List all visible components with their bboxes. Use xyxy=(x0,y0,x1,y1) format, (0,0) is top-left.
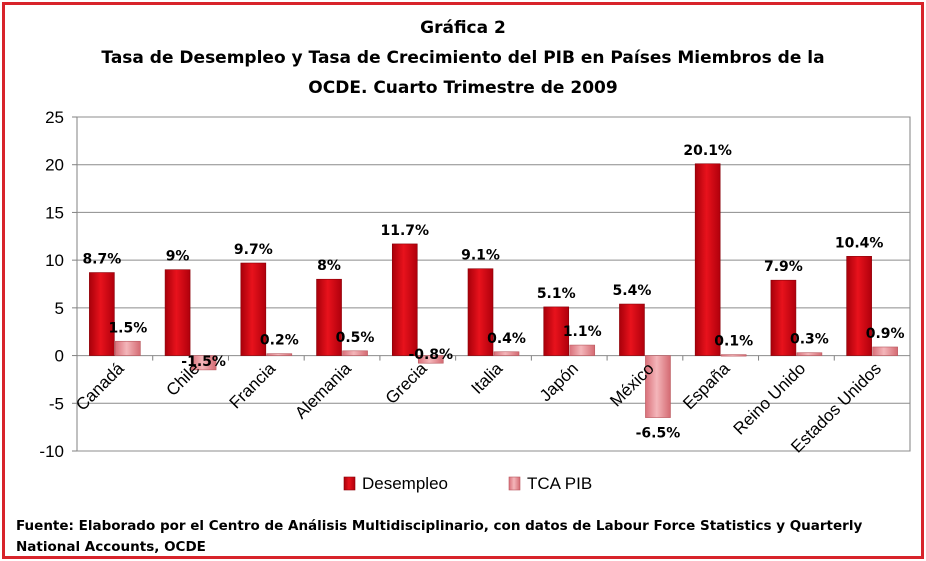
data-label-desempleo: 20.1% xyxy=(683,143,732,159)
y-tick-label: 20 xyxy=(45,156,64,175)
y-tick-label: 10 xyxy=(45,251,64,270)
bar-tca-pib xyxy=(190,355,217,371)
data-label-desempleo: 9% xyxy=(166,249,190,265)
source-note: Fuente: Elaborado por el Centro de Análi… xyxy=(16,518,863,555)
data-label-tca-pib: 0.4% xyxy=(487,331,526,347)
y-tick-label: -10 xyxy=(39,442,64,461)
legend-desempleo-swatch xyxy=(343,476,356,491)
chart-title-line-2: Tasa de Desempleo y Tasa de Crecimiento … xyxy=(101,48,825,68)
bar-tca-pib xyxy=(342,350,368,356)
data-label-tca-pib: 0.3% xyxy=(790,332,829,348)
data-label-desempleo: 8.7% xyxy=(82,252,121,268)
data-label-tca-pib: -1.5% xyxy=(181,354,226,370)
bar-desempleo xyxy=(694,163,721,356)
bar-desempleo xyxy=(240,262,267,356)
bar-desempleo xyxy=(316,278,342,356)
data-label-tca-pib: 0.9% xyxy=(866,326,905,342)
x-category-label: Alemania xyxy=(291,359,355,423)
x-category-label: España xyxy=(679,359,734,414)
bar-desempleo xyxy=(89,272,115,356)
bar-tca-pib xyxy=(569,344,596,356)
data-label-desempleo: 9.1% xyxy=(461,248,500,264)
data-label-tca-pib: -0.8% xyxy=(408,347,453,363)
data-label-tca-pib: 0.1% xyxy=(714,334,753,350)
bar-tca-pib xyxy=(266,353,293,356)
bar-tca-pib xyxy=(115,340,141,356)
data-label-desempleo: 5.1% xyxy=(537,286,576,302)
data-label-desempleo: 8% xyxy=(317,258,341,274)
bar-desempleo xyxy=(391,243,418,356)
y-tick-label: 5 xyxy=(55,299,64,318)
legend-desempleo-label: Desempleo xyxy=(362,474,448,493)
legend-tca-pib-swatch xyxy=(508,476,521,491)
data-label-desempleo: 9.7% xyxy=(234,242,273,258)
data-label-tca-pib: -6.5% xyxy=(636,426,681,442)
chart-title-line-3: OCDE. Cuarto Trimestre de 2009 xyxy=(308,78,618,98)
bar-tca-pib xyxy=(796,352,823,356)
y-tick-label: 25 xyxy=(45,108,64,127)
bar-desempleo xyxy=(846,256,872,356)
data-label-tca-pib: 0.5% xyxy=(336,330,375,346)
bar-tca-pib xyxy=(872,346,898,356)
x-category-label: Italia xyxy=(467,359,506,398)
x-category-label: Francia xyxy=(226,359,280,413)
data-label-desempleo: 7.9% xyxy=(764,259,803,275)
x-category-label: Reino Unido xyxy=(730,359,810,439)
bar-tca-pib xyxy=(493,351,520,356)
bar-tca-pib xyxy=(417,355,444,364)
data-label-desempleo: 11.7% xyxy=(380,223,429,239)
bar-desempleo xyxy=(164,269,191,356)
x-category-label: Canadá xyxy=(72,359,128,415)
x-category-label: Japón xyxy=(536,359,582,405)
bar-desempleo xyxy=(543,306,570,356)
bar-tca-pib xyxy=(645,355,671,418)
bar-desempleo xyxy=(770,279,797,356)
bar-desempleo xyxy=(467,268,494,356)
data-label-desempleo: 5.4% xyxy=(613,283,652,299)
bar-tca-pib xyxy=(720,354,747,357)
data-label-desempleo: 10.4% xyxy=(835,235,884,251)
data-label-tca-pib: 1.5% xyxy=(108,320,147,336)
bar-desempleo xyxy=(619,303,645,356)
x-category-label: Grecia xyxy=(382,359,431,408)
y-tick-label: 0 xyxy=(55,347,64,366)
legend-tca-pib-label: TCA PIB xyxy=(527,474,592,493)
data-label-tca-pib: 0.2% xyxy=(260,333,299,349)
y-tick-label: 15 xyxy=(45,203,64,222)
chart-title-line-1: Gráfica 2 xyxy=(420,18,506,38)
y-tick-label: -5 xyxy=(49,394,64,413)
data-label-tca-pib: 1.1% xyxy=(563,324,602,340)
